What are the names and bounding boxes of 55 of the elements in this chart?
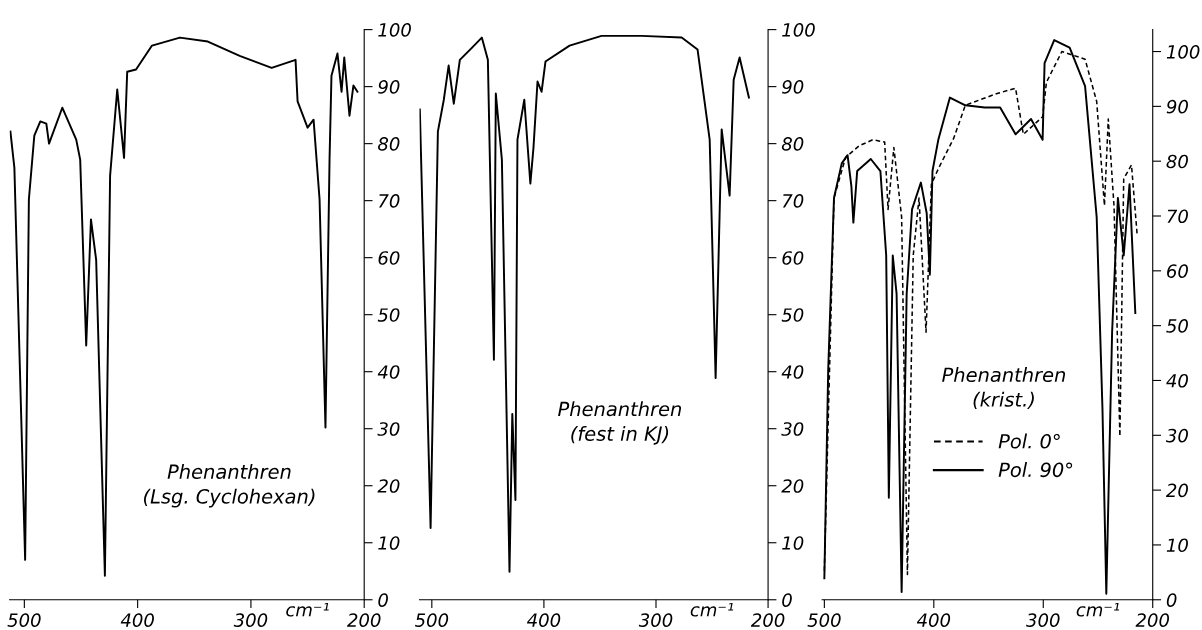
y-tick-label: 60 [378, 251, 400, 265]
y-tick-label: 100 [378, 23, 411, 37]
y-tick-label: 80 [378, 137, 400, 151]
y-tick-label: 60 [1167, 264, 1188, 278]
y-tick-label: 10 [782, 536, 804, 550]
x-axis-title: cm⁻¹ [286, 603, 329, 617]
legend-label: Pol. 90° [998, 462, 1073, 478]
line-series [9, 36, 359, 577]
annotation: Phenanthren (fest in KJ) [558, 401, 682, 445]
x-tick-label: 200 [347, 613, 381, 627]
x-tick-label: 300 [1026, 613, 1060, 627]
y-tick-label: 20 [781, 479, 804, 493]
legend-label: Pol. 0° [998, 433, 1060, 449]
x-tick-label: 300 [233, 613, 268, 627]
y-tick-label: 30 [1165, 428, 1188, 443]
x-tick-label: 300 [638, 613, 673, 627]
y-tick-label: 0 [782, 593, 792, 607]
y-tick-label: 10 [378, 536, 400, 550]
line-series [419, 34, 750, 573]
y-tick-label: 30 [377, 422, 400, 436]
y-tick-label: 60 [782, 251, 804, 265]
y-tick-label: 100 [1166, 45, 1200, 59]
x-axis-title: cm⁻¹ [1076, 603, 1120, 617]
y-tick-label: 70 [782, 194, 804, 208]
x-tick-label: 400 [916, 613, 951, 627]
y-tick-label: 70 [379, 194, 400, 208]
x-tick-label: 500 [414, 613, 449, 627]
y-tick-label: 100 [782, 23, 815, 37]
x-axis-title: cm⁻¹ [690, 603, 734, 617]
x-tick-label: 200 [1135, 613, 1170, 627]
y-tick-label: 40 [1166, 373, 1188, 388]
y-tick-label: 90 [1166, 99, 1188, 114]
y-tick-label: 50 [1166, 319, 1188, 333]
y-tick-label: 80 [781, 137, 804, 151]
y-tick-label: 90 [782, 80, 804, 94]
y-tick-label: 70 [1167, 209, 1188, 224]
y-tick-label: 30 [781, 422, 804, 436]
x-tick-label: 200 [750, 613, 785, 627]
y-tick-label: 20 [1165, 483, 1188, 498]
y-tick-label: 0 [378, 593, 388, 607]
x-tick-label: 500 [7, 613, 41, 627]
annotation: Phenanthren (krist.) [942, 367, 1066, 410]
y-tick-label: 0 [1166, 593, 1177, 607]
y-tick-label: 50 [781, 308, 804, 322]
y-tick-label: 50 [377, 308, 400, 322]
x-tick-label: 400 [527, 613, 561, 627]
y-tick-label: 40 [377, 365, 400, 379]
annotation: Phenanthren (Lsg. Cyclohexan) [143, 463, 315, 508]
x-tick-label: 400 [120, 613, 154, 627]
y-tick-label: 20 [377, 479, 400, 493]
x-tick-label: 500 [807, 613, 841, 627]
y-tick-label: 40 [781, 365, 804, 379]
y-tick-label: 90 [378, 80, 400, 94]
y-tick-label: 10 [1166, 538, 1188, 553]
y-tick-label: 80 [1166, 154, 1188, 169]
